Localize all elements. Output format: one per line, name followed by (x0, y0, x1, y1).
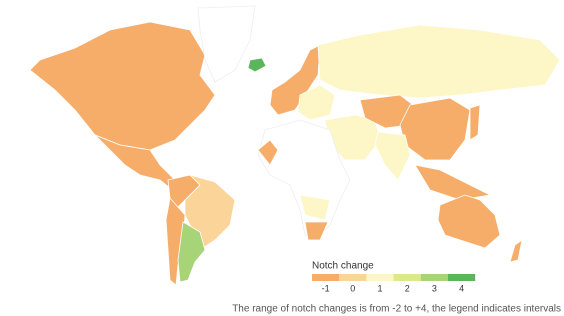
iceland (247, 57, 267, 73)
russia (317, 24, 561, 99)
legend-title: Notch change (312, 261, 374, 272)
central-africa (299, 194, 331, 221)
legend-label: 1 (377, 283, 382, 293)
japan (469, 104, 481, 141)
europe-west (269, 44, 321, 116)
new-zealand (509, 239, 523, 263)
legend-label: 3 (432, 283, 437, 293)
countries (29, 5, 561, 286)
argentina (177, 221, 206, 283)
legend-label: 4 (459, 283, 464, 293)
india (374, 131, 411, 181)
legend-label: 0 (350, 283, 355, 293)
legend-label: 2 (405, 283, 410, 293)
greenland (197, 5, 256, 83)
south-africa (304, 221, 329, 241)
southeast-asia (414, 164, 492, 201)
china (399, 97, 471, 161)
australia (437, 194, 501, 249)
legend-swatch (312, 274, 340, 281)
legend-swatch (448, 274, 476, 281)
legend-swatch (420, 274, 448, 281)
legend-label: -1 (322, 283, 330, 293)
legend-swatch (339, 274, 367, 281)
north-america (29, 21, 216, 151)
legend-swatch (393, 274, 421, 281)
caption: The range of notch changes is from -2 to… (232, 304, 561, 315)
europe-east (297, 84, 336, 121)
legend: -1 0 1 2 3 4 (312, 274, 476, 293)
legend-swatch (366, 274, 394, 281)
west-africa (257, 139, 279, 166)
